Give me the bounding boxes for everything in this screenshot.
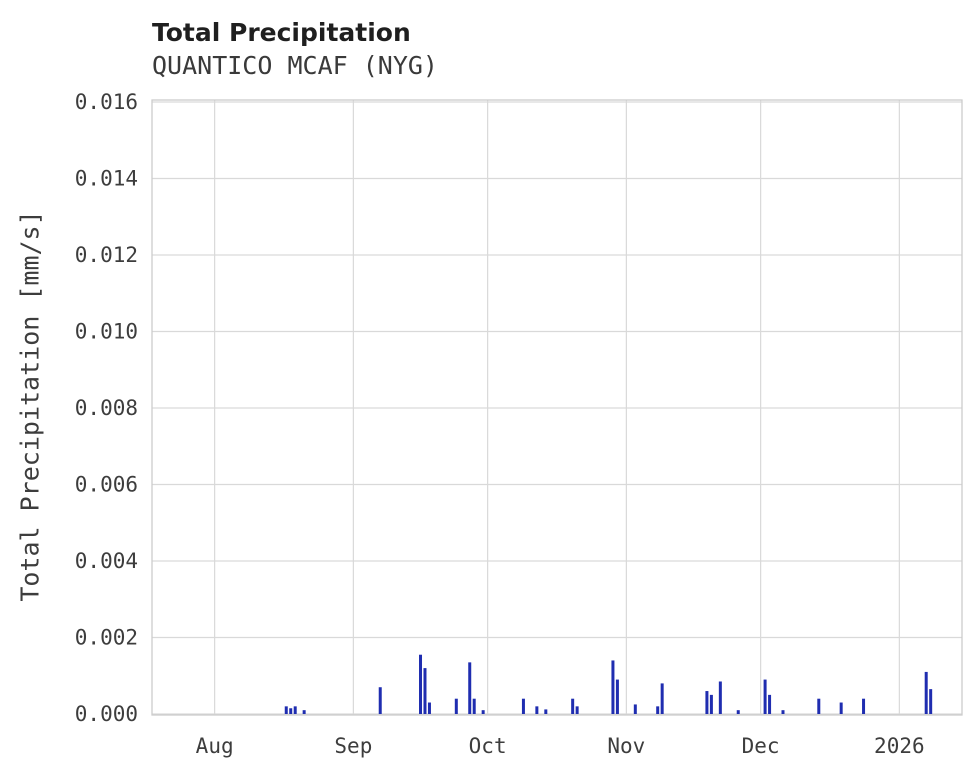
precip-bar xyxy=(660,683,664,714)
precip-bar xyxy=(615,679,619,714)
precip-bar xyxy=(521,698,525,714)
precip-bar xyxy=(656,706,660,714)
y-tick-label: 0.016 xyxy=(75,90,138,114)
precip-bar xyxy=(378,687,382,714)
precip-bar xyxy=(718,681,722,714)
x-tick-label: Sep xyxy=(334,734,372,758)
precip-bar xyxy=(468,662,472,714)
precip-bar xyxy=(924,671,928,714)
precip-bar xyxy=(544,709,548,714)
x-tick-label: Dec xyxy=(742,734,780,758)
precip-bar xyxy=(419,654,423,714)
x-tick-label: 2026 xyxy=(874,734,925,758)
y-tick-label: 0.002 xyxy=(75,626,138,650)
precip-bar xyxy=(768,694,772,714)
x-tick-label: Aug xyxy=(196,734,234,758)
precip-bar xyxy=(302,710,306,714)
precip-bar xyxy=(423,668,427,714)
precip-bar xyxy=(781,710,785,714)
precip-bar xyxy=(709,694,713,714)
y-axis-label: Total Precipitation [mm/s] xyxy=(15,210,45,602)
precip-bar xyxy=(736,710,740,714)
precip-bar xyxy=(571,698,575,714)
y-tick-label: 0.008 xyxy=(75,396,138,420)
x-tick-label: Nov xyxy=(607,734,645,758)
chart-title: Total Precipitation xyxy=(152,18,411,47)
precip-bar xyxy=(454,698,458,714)
precip-bar xyxy=(611,660,615,714)
x-tick-label: Oct xyxy=(469,734,507,758)
precip-bar xyxy=(929,689,933,714)
y-tick-label: 0.012 xyxy=(75,243,138,267)
precip-bar xyxy=(535,706,539,714)
precip-bar xyxy=(284,706,288,714)
precip-bar xyxy=(862,698,866,714)
precip-bar xyxy=(817,698,821,714)
y-tick-label: 0.000 xyxy=(75,702,138,726)
precip-bar xyxy=(481,710,485,714)
precip-bar xyxy=(289,708,293,714)
precip-bar xyxy=(763,679,767,714)
y-tick-label: 0.014 xyxy=(75,167,138,191)
plot-border xyxy=(151,99,963,716)
precip-bar xyxy=(293,706,297,714)
y-tick-label: 0.010 xyxy=(75,320,138,344)
precip-bar xyxy=(839,702,843,714)
precip-bar xyxy=(575,706,579,714)
precip-bar xyxy=(705,691,709,714)
y-tick-label: 0.006 xyxy=(75,473,138,497)
precip-bar xyxy=(472,698,476,714)
precip-bar xyxy=(633,704,637,714)
y-tick-label: 0.004 xyxy=(75,549,138,573)
precip-bar xyxy=(427,702,431,714)
chart-subtitle: QUANTICO MCAF (NYG) xyxy=(152,51,438,80)
